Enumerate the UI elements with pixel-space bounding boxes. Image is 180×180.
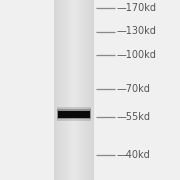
Bar	[76, 0, 77, 180]
Bar	[84, 0, 85, 180]
Bar	[69, 0, 70, 180]
Bar	[90, 0, 91, 180]
Bar	[87, 0, 88, 180]
Bar	[56, 0, 57, 180]
Bar	[54, 0, 55, 180]
Text: —55kd: —55kd	[116, 112, 150, 122]
Bar	[73, 0, 74, 180]
Text: —100kd: —100kd	[116, 50, 156, 60]
Text: —130kd: —130kd	[116, 26, 156, 37]
Bar	[76, 0, 77, 180]
Bar	[82, 0, 83, 180]
Bar	[64, 0, 65, 180]
Bar	[55, 0, 56, 180]
Bar	[62, 0, 63, 180]
Bar	[93, 0, 94, 180]
Bar	[86, 0, 87, 180]
Bar	[78, 0, 79, 180]
Bar	[61, 0, 62, 180]
Bar	[83, 0, 84, 180]
Bar	[70, 0, 71, 180]
Text: —40kd: —40kd	[116, 150, 150, 160]
Text: —170kd: —170kd	[116, 3, 156, 13]
Bar	[63, 0, 64, 180]
Bar	[72, 0, 73, 180]
Bar	[84, 0, 85, 180]
Bar	[86, 0, 87, 180]
Bar	[68, 0, 69, 180]
Bar	[92, 0, 93, 180]
Bar	[59, 0, 60, 180]
Bar	[91, 0, 92, 180]
Bar	[88, 0, 89, 180]
Bar	[82, 0, 83, 180]
Bar	[80, 0, 81, 180]
Bar	[90, 0, 91, 180]
Bar	[58, 0, 59, 180]
Bar	[74, 0, 75, 180]
Bar	[71, 0, 72, 180]
Bar	[57, 109, 91, 119]
Bar	[85, 0, 86, 180]
Bar	[92, 0, 93, 180]
Bar	[79, 0, 80, 180]
Bar	[57, 0, 58, 180]
Bar	[88, 0, 89, 180]
Bar	[58, 111, 90, 118]
Bar	[81, 0, 82, 180]
Bar	[65, 0, 66, 180]
Bar	[60, 0, 61, 180]
Text: —70kd: —70kd	[116, 84, 150, 94]
Bar	[80, 0, 81, 180]
Bar	[78, 0, 79, 180]
Bar	[89, 0, 90, 180]
Bar	[77, 0, 78, 180]
Bar	[75, 0, 76, 180]
Bar	[57, 107, 91, 121]
Bar	[66, 0, 67, 180]
Bar	[67, 0, 68, 180]
